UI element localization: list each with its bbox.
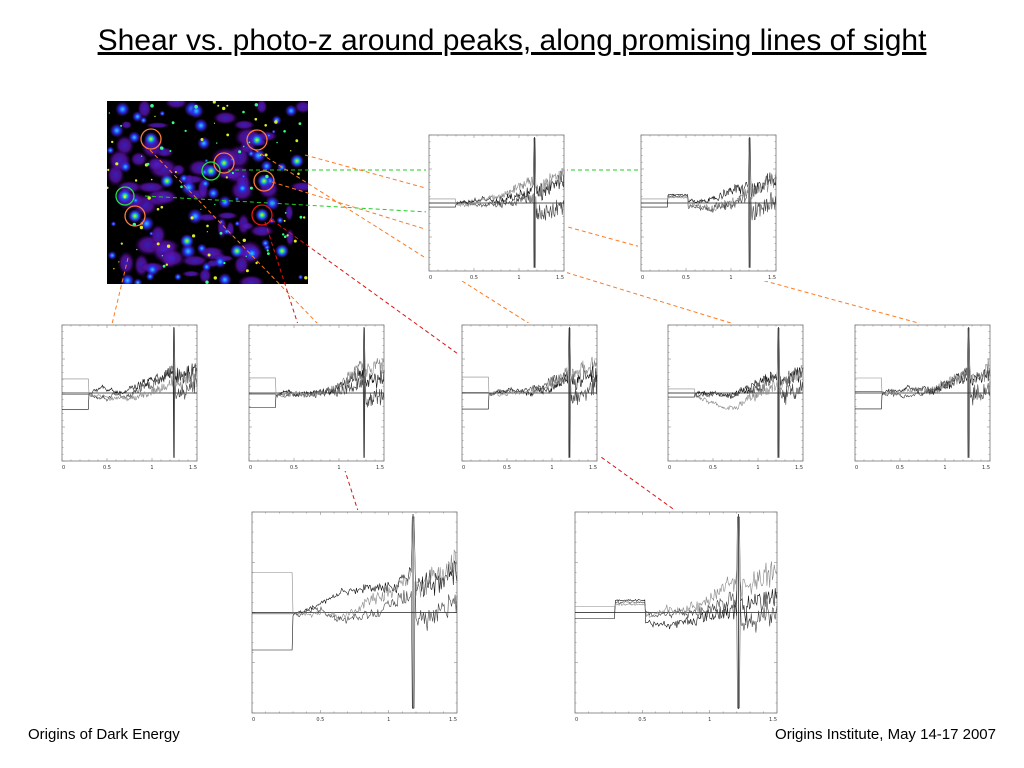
x-tick-label: 0 bbox=[429, 275, 432, 281]
shear-trace bbox=[462, 370, 598, 458]
shear-trace bbox=[462, 328, 598, 397]
shear-trace bbox=[252, 516, 458, 651]
x-tick-label: 0.5 bbox=[503, 465, 511, 471]
shear-trace bbox=[429, 138, 565, 208]
x-tick-label: 1.5 bbox=[589, 465, 597, 471]
shear-trace bbox=[641, 138, 777, 212]
shear-trace bbox=[641, 186, 777, 268]
shear-trace bbox=[252, 516, 458, 620]
x-tick-label: 0 bbox=[62, 465, 65, 471]
peak-circle-orange bbox=[140, 128, 162, 150]
x-tick-label: 0.5 bbox=[709, 465, 717, 471]
x-tick-label: 0 bbox=[641, 275, 644, 281]
mass-map-image bbox=[107, 101, 308, 284]
x-tick-label: 1 bbox=[387, 717, 390, 723]
shear-trace bbox=[668, 328, 804, 411]
x-tick-label: 0 bbox=[575, 717, 578, 723]
x-tick-label: 1 bbox=[729, 275, 732, 281]
footer-right: Origins Institute, May 14-17 2007 bbox=[775, 726, 996, 743]
x-tick-label: 0 bbox=[668, 465, 671, 471]
x-tick-label: 1 bbox=[517, 275, 520, 281]
x-tick-label: 0.5 bbox=[682, 275, 690, 281]
shear-plot-panel: 0 0.5 1 1.5 bbox=[59, 323, 200, 471]
shear-trace bbox=[668, 328, 804, 399]
shear-trace bbox=[575, 516, 778, 618]
x-tick-label: 1.5 bbox=[769, 717, 777, 723]
x-tick-label: 1 bbox=[550, 465, 553, 471]
connector-orange bbox=[304, 154, 923, 325]
x-tick-label: 1 bbox=[756, 465, 759, 471]
shear-plot-panel: 0 0.5 1 1.5 bbox=[665, 323, 806, 471]
shear-trace bbox=[249, 328, 385, 398]
x-tick-label: 0.5 bbox=[638, 717, 646, 723]
shear-plot-panel: 0 0.5 1 1.5 bbox=[572, 510, 780, 723]
shear-trace bbox=[855, 367, 991, 458]
slide-title: Shear vs. photo-z around peaks, along pr… bbox=[97, 24, 927, 57]
x-tick-label: 0.5 bbox=[290, 465, 298, 471]
shear-plot-panel: 0 0.5 1 1.5 bbox=[638, 133, 779, 281]
shear-trace bbox=[429, 193, 565, 268]
peak-circle-green bbox=[115, 186, 135, 206]
x-tick-label: 1 bbox=[943, 465, 946, 471]
x-tick-label: 1.5 bbox=[795, 465, 803, 471]
shear-plot-panel: 0 0.5 1 1.5 bbox=[426, 133, 567, 281]
shear-trace bbox=[252, 581, 458, 709]
x-tick-label: 1 bbox=[150, 465, 153, 471]
x-tick-label: 0 bbox=[855, 465, 858, 471]
shear-trace bbox=[668, 371, 804, 458]
shear-plot-panel: 0 0.5 1 1.5 bbox=[459, 323, 600, 471]
x-tick-label: 0.5 bbox=[896, 465, 904, 471]
x-tick-label: 0.5 bbox=[470, 275, 478, 281]
shear-trace bbox=[62, 328, 198, 402]
x-tick-label: 1 bbox=[708, 717, 711, 723]
shear-plot-panel: 0 0.5 1 1.5 bbox=[852, 323, 993, 471]
x-tick-label: 1.5 bbox=[982, 465, 990, 471]
x-tick-label: 1 bbox=[337, 465, 340, 471]
x-tick-label: 1.5 bbox=[376, 465, 384, 471]
x-tick-label: 0.5 bbox=[316, 717, 324, 723]
x-tick-label: 0.5 bbox=[103, 465, 111, 471]
shear-plot-panel: 0 0.5 1 1.5 bbox=[246, 323, 387, 471]
peak-circle-orange bbox=[124, 205, 146, 227]
x-tick-label: 0 bbox=[252, 717, 255, 723]
x-tick-label: 0 bbox=[462, 465, 465, 471]
shear-plot-panel: 0 0.5 1 1.5 bbox=[249, 510, 460, 723]
shear-trace bbox=[62, 365, 198, 458]
footer-left: Origins of Dark Energy bbox=[28, 726, 180, 743]
shear-trace bbox=[855, 328, 991, 396]
x-tick-label: 1.5 bbox=[449, 717, 457, 723]
x-tick-label: 1.5 bbox=[189, 465, 197, 471]
shear-trace bbox=[575, 516, 778, 630]
shear-trace bbox=[249, 328, 385, 408]
x-tick-label: 0 bbox=[249, 465, 252, 471]
x-tick-label: 1.5 bbox=[556, 275, 564, 281]
x-tick-label: 1.5 bbox=[768, 275, 776, 281]
shear-trace bbox=[575, 591, 778, 709]
